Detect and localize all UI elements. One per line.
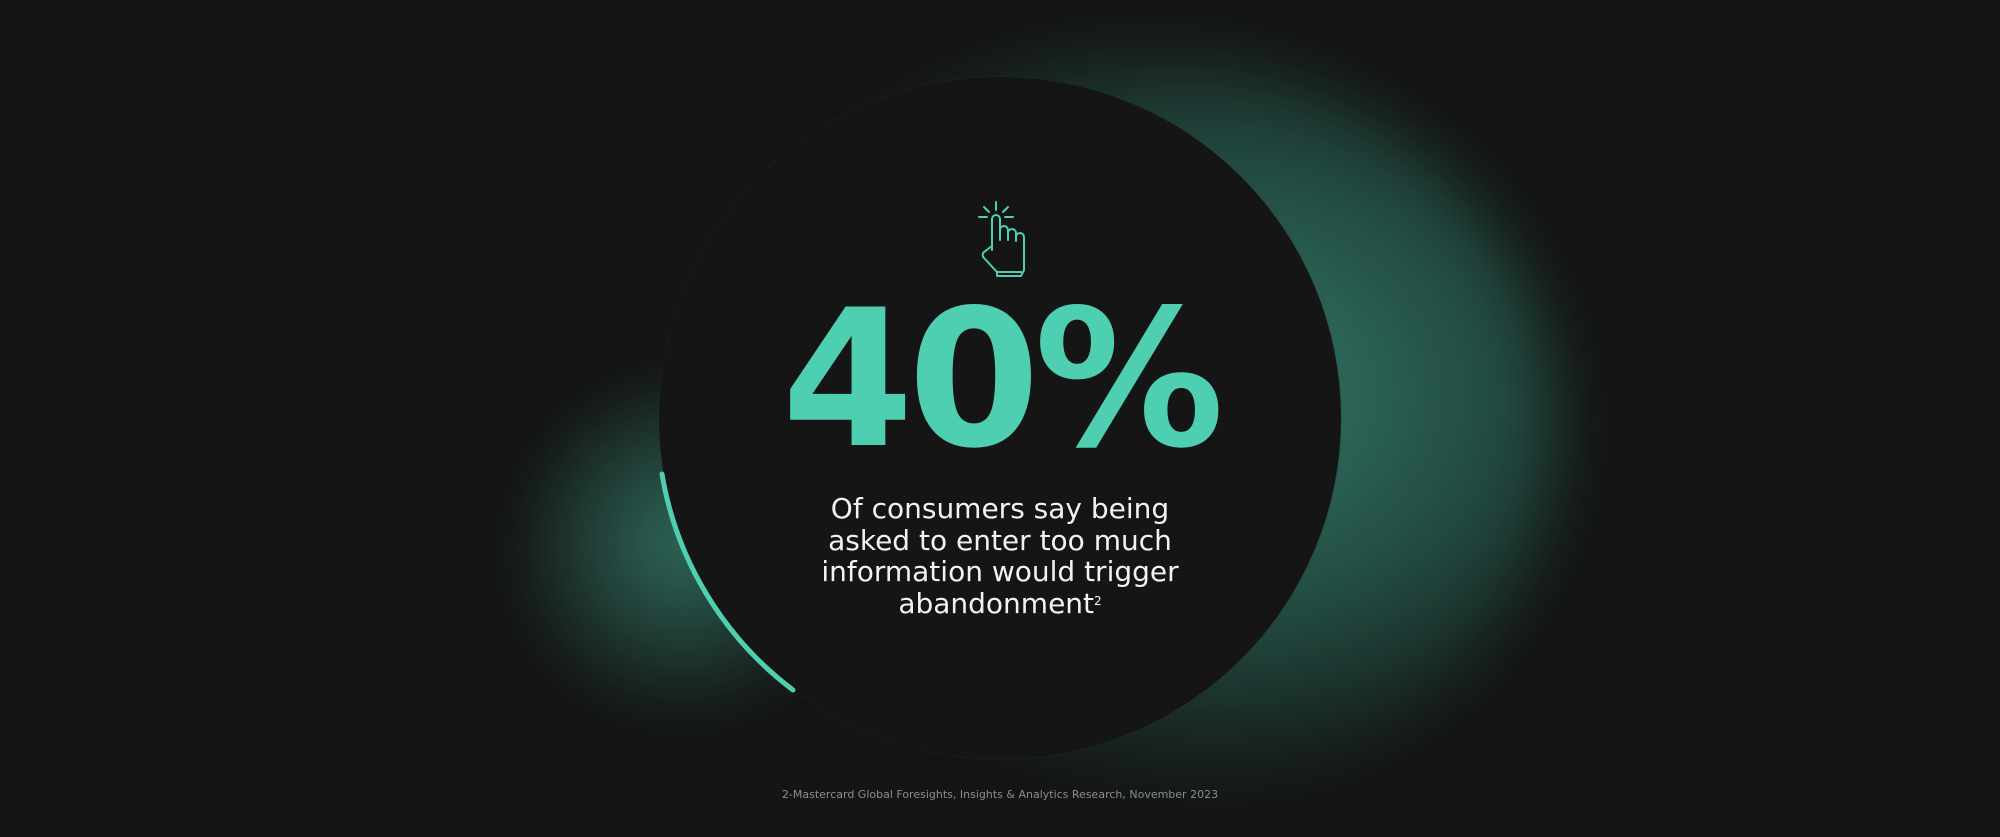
stat-circle bbox=[659, 77, 1341, 759]
hand-pointer-click-icon bbox=[978, 201, 1025, 277]
footnote: 2-Mastercard Global Foresights, Insights… bbox=[781, 788, 1219, 801]
progress-arc bbox=[659, 471, 796, 693]
description-line: information would trigger bbox=[821, 555, 1179, 588]
footnote-marker: 2 bbox=[1094, 593, 1102, 608]
description-line: Of consumers say being bbox=[830, 492, 1170, 525]
stat-value: 40% bbox=[781, 269, 1225, 490]
description-line: abandonment bbox=[898, 586, 1095, 620]
stat-description: Of consumers say being asked to enter to… bbox=[0, 493, 2000, 619]
description-line: asked to enter too much bbox=[828, 523, 1172, 557]
